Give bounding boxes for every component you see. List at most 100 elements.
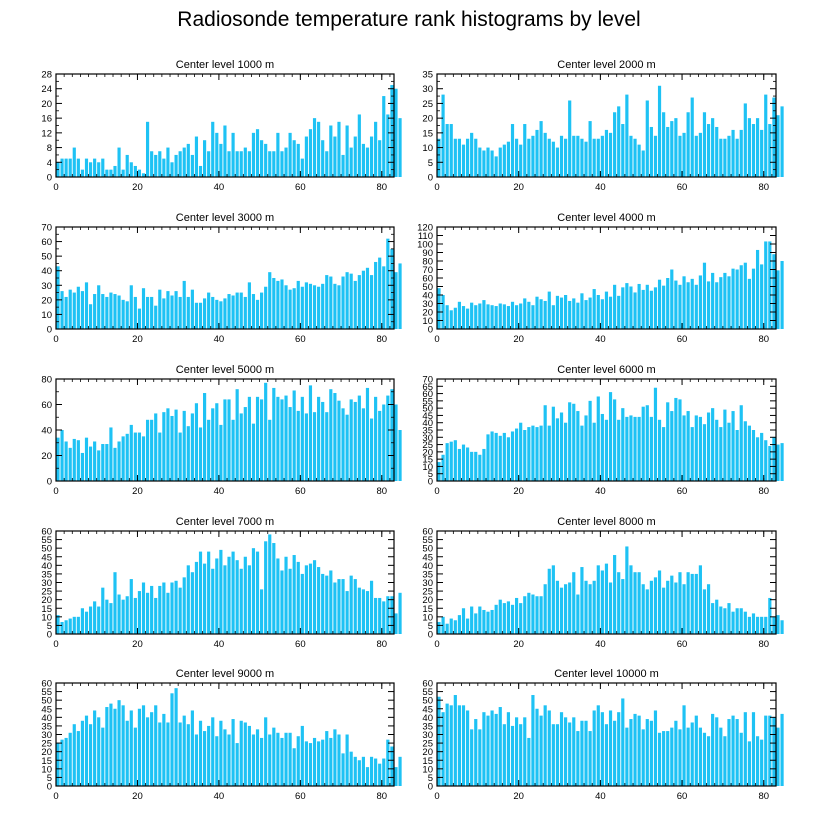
histogram-bar: [272, 727, 276, 786]
y-tick-label: 5: [428, 773, 433, 784]
histogram-bar: [633, 292, 637, 329]
histogram-bar: [374, 597, 378, 634]
histogram-bar: [535, 708, 539, 786]
histogram-bar: [312, 412, 317, 481]
histogram-bar: [101, 444, 105, 481]
y-tick-label: 5: [428, 469, 433, 480]
x-tick-label: 20: [513, 182, 524, 193]
histogram-bar: [60, 291, 64, 329]
histogram-bar: [97, 606, 101, 634]
histogram-bar: [361, 143, 365, 177]
histogram-bar: [243, 147, 247, 177]
histogram-bar: [64, 296, 68, 329]
histogram-bar: [390, 248, 394, 329]
y-tick-label: 0: [47, 477, 52, 488]
histogram-bar: [56, 437, 60, 481]
histogram-bar: [292, 748, 296, 786]
x-tick-label: 80: [758, 639, 769, 650]
x-tick-label: 20: [132, 334, 143, 345]
histogram-bar: [743, 103, 747, 177]
histogram-bar: [154, 705, 158, 786]
histogram-bar: [231, 719, 235, 786]
histogram-bar: [506, 306, 511, 329]
histogram-bar: [776, 727, 780, 786]
histogram-bar: [706, 584, 711, 634]
histogram-bar: [510, 431, 515, 481]
y-tick-label: 55: [422, 396, 433, 407]
y-tick-label: 0: [47, 782, 52, 793]
histogram-bar: [198, 302, 203, 329]
histogram-bar: [219, 549, 223, 634]
panel-title: Center level 9000 m: [176, 668, 274, 680]
histogram-bar: [231, 551, 235, 634]
histogram-bar: [162, 412, 166, 481]
histogram-bar: [198, 720, 203, 786]
histogram-bar: [600, 413, 604, 481]
histogram-bar: [321, 283, 325, 329]
x-tick-label: 20: [132, 486, 143, 497]
histogram-bar: [378, 140, 382, 177]
y-tick-label: 50: [422, 544, 433, 555]
histogram-bar: [715, 599, 719, 634]
histogram-bar: [617, 712, 621, 786]
histogram-bar: [349, 273, 353, 329]
histogram-bar: [482, 150, 486, 177]
histogram-bar: [321, 739, 325, 786]
histogram-bar: [268, 419, 272, 481]
y-tick-label: 30: [422, 299, 433, 310]
histogram-bar: [747, 741, 751, 786]
histogram-bar: [178, 722, 182, 786]
histogram-bar: [374, 261, 378, 329]
histogram-bar: [113, 165, 117, 177]
histogram-bar: [170, 415, 174, 481]
histogram-bar: [453, 620, 457, 634]
x-tick-label: 20: [132, 639, 143, 650]
histogram-bar: [482, 609, 486, 634]
histogram-bar: [535, 596, 539, 634]
histogram-bar: [321, 401, 325, 481]
histogram-bar: [498, 707, 502, 786]
histogram-bar: [211, 717, 215, 786]
histogram-bar: [378, 763, 382, 786]
histogram-bar: [531, 305, 535, 329]
histogram-bar: [490, 431, 494, 481]
histogram-bar: [641, 406, 645, 481]
y-tick-label: 45: [41, 552, 52, 563]
x-tick-label: 60: [677, 182, 688, 193]
y-tick-label: 25: [422, 440, 433, 451]
histogram-bar: [357, 114, 361, 177]
histogram-bar: [268, 272, 272, 329]
y-tick-label: 0: [47, 630, 52, 641]
histogram-bar: [715, 419, 719, 481]
histogram-bar: [588, 297, 592, 329]
histogram-bar: [60, 621, 64, 634]
y-tick-label: 5: [428, 158, 433, 169]
histogram-bar: [531, 425, 535, 481]
histogram-bar: [735, 269, 739, 329]
histogram-bar: [764, 94, 768, 177]
histogram-bar: [731, 411, 735, 481]
histogram-bar: [539, 596, 543, 634]
histogram-bar: [141, 173, 146, 177]
histogram-bar: [470, 606, 474, 634]
histogram-bar: [154, 597, 158, 634]
histogram-bar: [715, 717, 719, 786]
histogram-bar: [657, 732, 662, 786]
histogram-bar: [162, 158, 166, 177]
histogram-bar: [600, 299, 604, 329]
histogram-bar: [711, 408, 715, 481]
histogram-bar: [227, 556, 231, 634]
histogram-bar: [105, 444, 109, 481]
histogram-bar: [584, 720, 588, 786]
histogram-bar: [264, 382, 268, 481]
histogram-bar: [702, 589, 707, 634]
histogram-bar: [97, 285, 101, 329]
y-tick-label: 35: [422, 569, 433, 580]
histogram-bar: [580, 567, 584, 634]
histogram-bar: [80, 608, 84, 634]
histogram-bar: [629, 135, 633, 177]
histogram-bar: [333, 582, 337, 634]
histogram-bar: [780, 443, 784, 481]
y-tick-label: 80: [422, 257, 433, 268]
histogram-bar: [572, 403, 576, 481]
